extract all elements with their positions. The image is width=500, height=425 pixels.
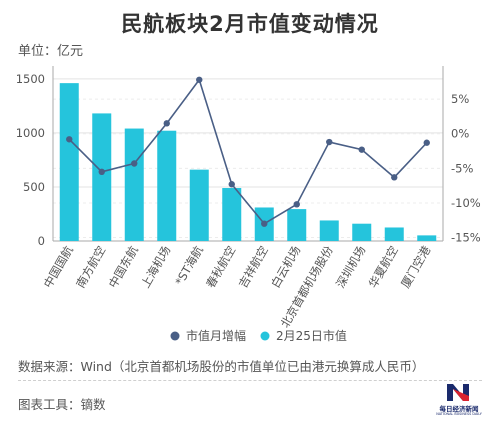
logo-text-cn: 每日经济新闻 — [439, 405, 479, 413]
legend-label-line: 市值月增幅 — [186, 328, 246, 343]
line-point-深圳机场 — [358, 146, 365, 153]
divider — [18, 380, 482, 381]
x-tick-label: 春秋航空 — [203, 244, 238, 291]
x-tick-label: 中国国航 — [41, 243, 76, 290]
line-point-中国国航 — [66, 136, 73, 143]
line-point-华夏航空 — [391, 174, 398, 181]
bar-北京首都机场股份 — [319, 220, 339, 241]
bar-中国东航 — [124, 128, 144, 241]
bar-南方航空 — [92, 113, 112, 241]
y-right-tick-label: -10% — [451, 196, 481, 210]
x-tick-label: 中国东航 — [106, 243, 141, 290]
legend-marker-bar — [260, 331, 270, 341]
bar-华夏航空 — [384, 227, 404, 241]
legend-marker-line — [170, 331, 180, 341]
bar-中国国航 — [59, 83, 79, 241]
x-tick-label: 华夏航空 — [366, 244, 401, 291]
bar-春秋航空 — [222, 188, 242, 241]
y-left-tick-label: 1500 — [16, 72, 45, 86]
bar-厦门空港 — [417, 235, 437, 241]
y-right-tick-label: 5% — [451, 92, 469, 106]
bar-*ST海航 — [189, 169, 209, 241]
logo-text-en: NATIONAL BUSINESS DAILY — [436, 412, 482, 416]
y-right-tick-label: -15% — [451, 231, 481, 245]
line-market-cap-change — [68, 78, 428, 225]
x-tick-label: 上海机场 — [138, 244, 173, 291]
y-left-tick-label: 0 — [38, 234, 45, 248]
x-tick-label: *ST海航 — [172, 243, 206, 288]
line-point-厦门空港 — [423, 139, 430, 146]
y-left-tick-label: 1000 — [16, 126, 45, 140]
tool-note: 图表工具：镝数 — [18, 397, 106, 412]
x-tick-label: 白云机场 — [268, 244, 303, 291]
line-point-*ST海航 — [196, 76, 203, 83]
bar-深圳机场 — [352, 223, 372, 241]
source-note: 数据来源：Wind（北京首都机场股份的市值单位已由港元换算成人民币） — [18, 359, 425, 374]
chart-title: 民航板块2月市值变动情况 — [121, 12, 379, 36]
x-tick-label: 厦门空港 — [398, 243, 433, 290]
nbd-logo: 每日经济新闻 NATIONAL BUSINESS DAILY — [432, 382, 486, 420]
nbd-logo-icon — [447, 384, 469, 401]
line-point-南方航空 — [98, 168, 105, 175]
line-point-上海机场 — [163, 120, 170, 127]
line-point-春秋航空 — [228, 181, 235, 188]
line-point-中国东航 — [131, 160, 138, 167]
y-right-tick-label: -5% — [451, 161, 473, 175]
line-point-吉祥航空 — [261, 220, 268, 227]
y-left-tick-label: 500 — [23, 180, 45, 194]
x-tick-label: 深圳机场 — [333, 244, 368, 291]
line-point-北京首都机场股份 — [326, 138, 333, 146]
y-right-tick-label: 0% — [451, 127, 469, 141]
chart-canvas: 0 500 1000 1500 5% 0% -5% -10% -15% 中国国航南方航空中国东航上… — [16, 66, 481, 343]
bar-上海机场 — [157, 130, 177, 241]
unit-label: 单位：亿元 — [18, 44, 84, 59]
x-tick-label: 南方航空 — [73, 244, 108, 291]
legend-label-bar: 2月25日市值 — [276, 328, 347, 343]
bar-白云机场 — [287, 209, 307, 241]
line-point-白云机场 — [293, 201, 300, 208]
x-tick-label: 吉祥航空 — [236, 244, 271, 291]
